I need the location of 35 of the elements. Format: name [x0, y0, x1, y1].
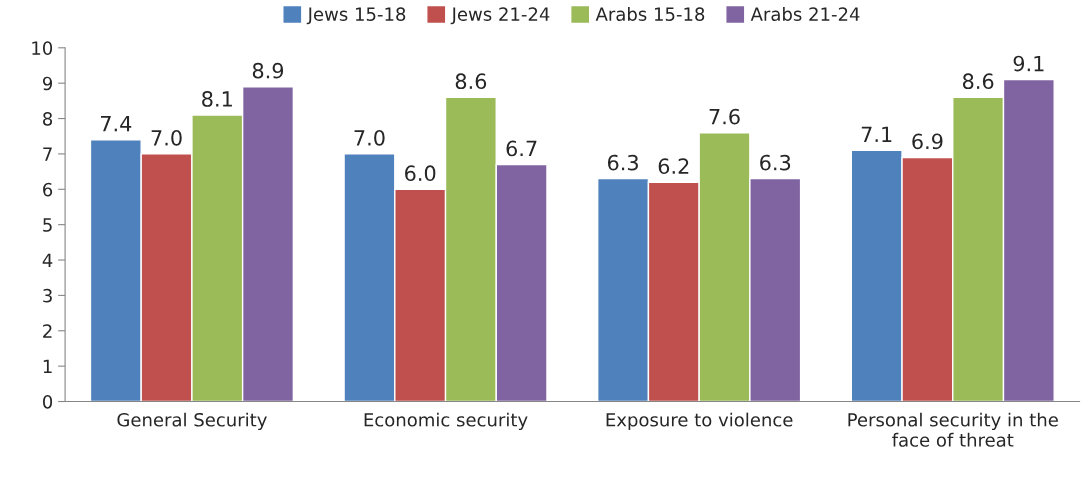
data-label: 7.6 [709, 108, 740, 125]
y-tick-label: 6 [43, 182, 53, 197]
data-label: 6.2 [658, 158, 689, 175]
legend-label: Jews 21-24 [450, 7, 550, 25]
x-tick-label: Exposure to violence [606, 412, 793, 431]
data-label: 9.1 [1013, 55, 1044, 72]
y-tick-label: 3 [43, 288, 52, 303]
y-tick-label: 2 [43, 324, 52, 338]
data-label: 7.0 [151, 129, 182, 146]
data-label: 6.9 [912, 133, 943, 150]
data-label: 6.7 [506, 140, 537, 157]
data-label: 8.6 [962, 73, 994, 90]
data-label: 6.3 [760, 154, 791, 171]
data-label: 8.9 [252, 62, 284, 79]
y-tick-label: 7 [43, 147, 52, 161]
data-label: 7.4 [100, 116, 132, 132]
y-tick-label: 10 [32, 41, 53, 55]
data-label: 6.0 [405, 165, 436, 182]
y-tick-label: 4 [42, 253, 53, 267]
data-label: 8.1 [202, 91, 232, 107]
x-tick-label: Personal security in the face of threat [848, 412, 1058, 447]
y-tick-label: 8 [43, 112, 53, 126]
data-label: 7.0 [354, 129, 385, 146]
data-label: 8.6 [455, 73, 487, 90]
y-tick-label: 0 [43, 394, 53, 409]
data-label: 7.1 [861, 126, 892, 142]
legend-label: Jews 15-18 [306, 7, 406, 25]
y-tick-label: 5 [43, 218, 52, 232]
x-tick-label: Economic security [364, 412, 528, 431]
legend-label: Arabs 21-24 [750, 7, 860, 21]
y-tick-label: 1 [43, 359, 52, 374]
y-tick-label: 9 [42, 76, 53, 91]
x-tick-label: General Security [117, 412, 267, 431]
legend-label: Arabs 15-18 [595, 7, 705, 21]
data-label: 6.3 [607, 154, 638, 171]
